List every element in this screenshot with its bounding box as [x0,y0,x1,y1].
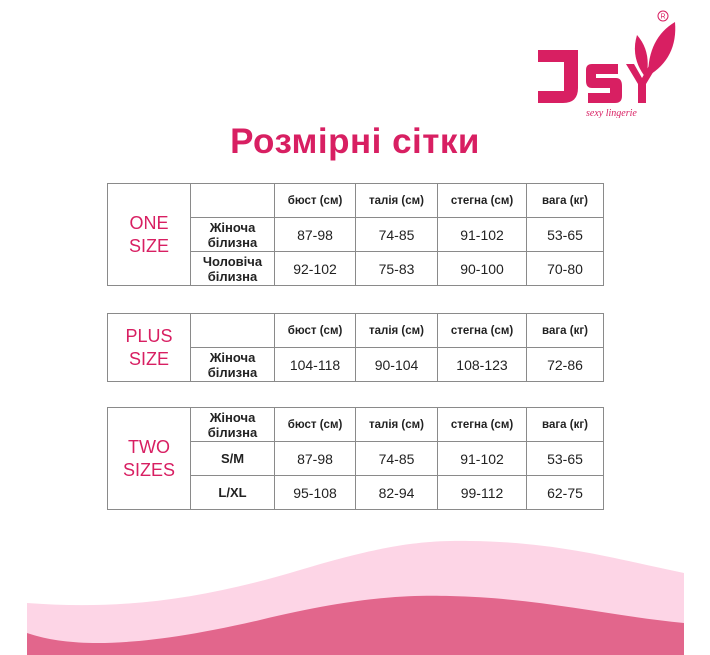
group-label-line: TWO [128,436,170,457]
column-header: стегна (см) [437,313,527,348]
value-cell: 91-102 [437,441,527,476]
value-cell: 74-85 [355,441,438,476]
row-label-line: білизна [207,234,258,250]
value-cell: 72-86 [526,347,604,382]
row-label-line: Чоловіча [202,253,263,269]
value-cell: 62-75 [526,475,604,510]
page-title: Розмірні сітки [230,122,480,161]
group-label-line: ONE [129,212,169,233]
row-label-line: Жіноча [209,349,256,365]
size-group-label: PLUS SIZE [107,313,191,382]
table-row: Жіноча білизна 87-98 74-85 91-102 53-65 [108,217,604,252]
decorative-wave [27,540,684,655]
size-group-label: ONE SIZE [107,183,191,286]
value-cell: 92-102 [274,251,356,286]
group-label-line: SIZE [128,348,169,369]
row-label-line: S/M [220,451,245,466]
value-cell: 82-94 [355,475,438,510]
column-header: стегна (см) [437,183,527,218]
value-cell: 99-112 [437,475,527,510]
column-header: талія (см) [355,313,438,348]
column-header: вага (кг) [526,183,604,218]
value-cell: 90-100 [437,251,527,286]
column-header: талія (см) [355,183,438,218]
value-cell: 108-123 [437,347,527,382]
row-label: L/XL [190,475,275,510]
row-label-line: L/XL [218,485,247,500]
row-label: Жіноча білизна [190,347,275,382]
wave-dark [27,595,684,655]
header-row: PLUS SIZE бюст (см) талія (см) стегна (см) ва… [107,313,604,382]
table-row: Чоловіча білизна 92-102 75-83 90-100 70-80 [108,251,604,286]
size-table-2: TWO SIZES Жіноча білизна бюст (см) талія (см… [107,407,604,510]
value-cell: 90-104 [355,347,438,382]
corner-cell [190,313,275,348]
value-cell: 53-65 [526,217,604,252]
value-cell: 74-85 [355,217,438,252]
value-cell: 95-108 [274,475,356,510]
column-header: вага (кг) [526,407,604,442]
column-header: стегна (см) [437,407,527,442]
value-cell: 104-118 [274,347,356,382]
column-header: бюст (см) [274,183,356,218]
size-table-1: PLUS SIZE бюст (см) талія (см) стегна (см) ва… [107,313,604,382]
table-row: L/XL 95-108 82-94 99-112 62-75 [108,475,604,510]
table-row: Жіноча білизна 104-118 90-104 108-123 72-86 [108,347,604,382]
size-table-0: ONE SIZE бюст (см) талія (см) стегна (см) ваг… [107,183,604,286]
size-group-label: TWO SIZES [107,407,191,510]
value-cell: 91-102 [437,217,527,252]
brand-logo: R sexy lingerie [530,8,680,119]
svg-text:R: R [660,14,665,21]
group-label-line: SIZE [128,235,169,256]
value-cell: 75-83 [355,251,438,286]
value-cell: 53-65 [526,441,604,476]
header-row: TWO SIZES Жіноча білизна бюст (см) талія (см… [107,407,604,510]
row-label-line: білизна [207,364,258,380]
group-label-line: SIZES [122,459,175,480]
column-header: талія (см) [355,407,438,442]
value-cell: 70-80 [526,251,604,286]
column-header: бюст (см) [274,407,356,442]
row-label: Жіноча білизна [190,217,275,252]
header-row: ONE SIZE бюст (см) талія (см) стегна (см) ваг… [107,183,604,286]
row-label: S/M [190,441,275,476]
group-label-line: PLUS [125,325,173,346]
value-cell: 87-98 [274,217,356,252]
row-label-line: білизна [207,268,258,284]
svg-text:sexy lingerie: sexy lingerie [586,108,637,118]
corner-cell: Жіноча білизна [190,407,275,442]
column-header: вага (кг) [526,313,604,348]
value-cell: 87-98 [274,441,356,476]
corner-cell [190,183,275,218]
column-header: бюст (см) [274,313,356,348]
row-label-line: Жіноча [209,219,256,235]
row-label: Чоловіча білизна [190,251,275,286]
